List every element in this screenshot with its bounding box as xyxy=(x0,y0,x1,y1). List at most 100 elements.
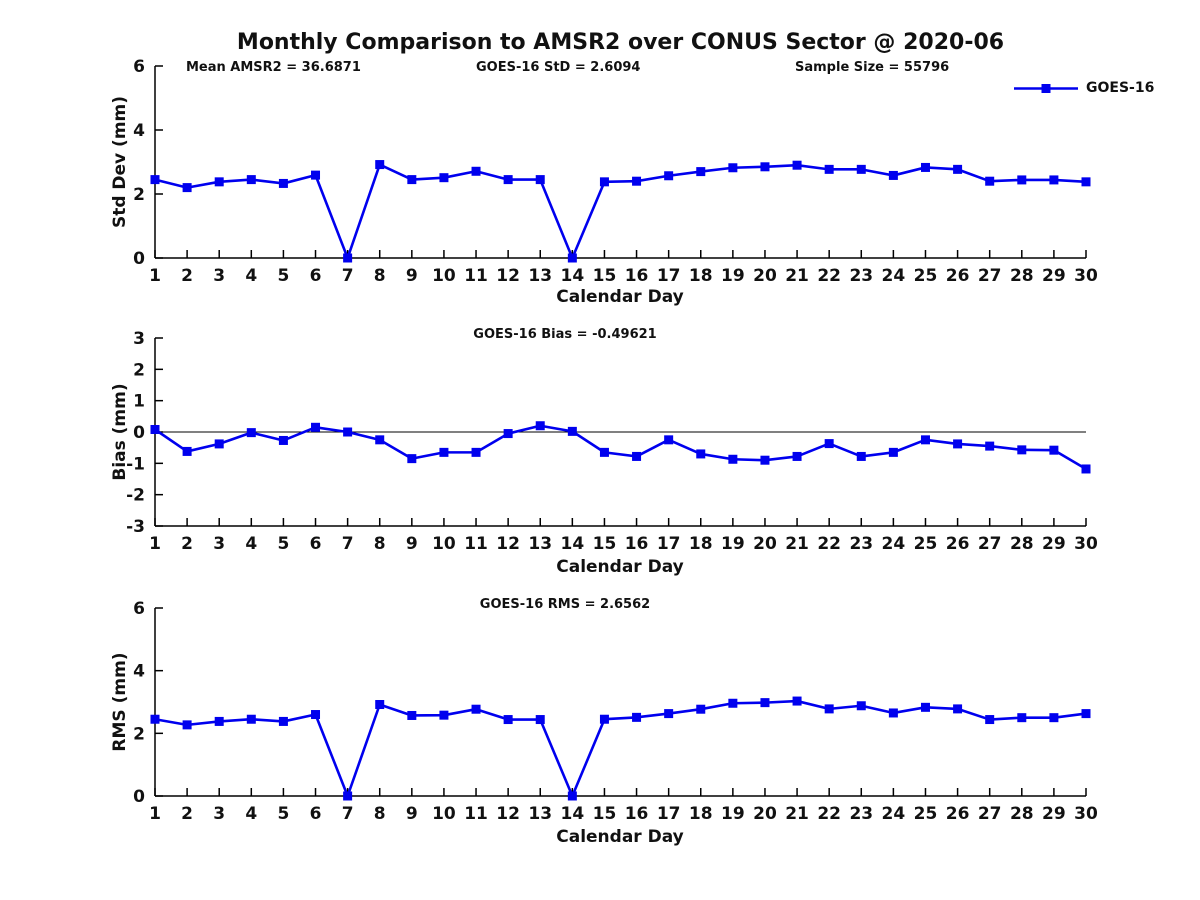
x-tick-label: 3 xyxy=(213,804,225,824)
data-point-marker xyxy=(214,439,224,449)
data-point-marker xyxy=(728,454,738,464)
x-tick-label: 2 xyxy=(181,804,193,824)
data-point-marker xyxy=(471,166,481,176)
data-point-marker xyxy=(985,441,995,451)
x-tick-label: 8 xyxy=(374,266,386,286)
data-point-marker xyxy=(760,698,770,708)
data-point-marker xyxy=(214,177,224,187)
x-tick-label: 30 xyxy=(1074,804,1098,824)
x-tick-label: 27 xyxy=(978,804,1002,824)
x-tick-label: 14 xyxy=(561,534,585,554)
x-tick-label: 4 xyxy=(245,266,257,286)
x-tick-label: 13 xyxy=(528,534,552,554)
x-tick-label: 6 xyxy=(310,534,322,554)
x-tick-label: 15 xyxy=(593,804,617,824)
data-point-marker xyxy=(728,698,738,708)
data-point-marker xyxy=(599,447,609,457)
data-point-marker xyxy=(503,429,513,439)
data-point-marker xyxy=(311,710,321,720)
x-tick-label: 29 xyxy=(1042,804,1066,824)
data-point-marker xyxy=(471,704,481,714)
data-point-marker xyxy=(920,162,930,172)
data-point-marker xyxy=(953,164,963,174)
data-point-marker xyxy=(182,720,192,730)
x-tick-label: 16 xyxy=(625,534,649,554)
y-tick-label: 2 xyxy=(133,360,145,380)
x-tick-label: 5 xyxy=(277,266,289,286)
series-line-goes-16 xyxy=(154,163,1087,260)
x-tick-label: 18 xyxy=(689,534,713,554)
x-tick-label: 13 xyxy=(528,266,552,286)
legend-line-marker-icon xyxy=(1014,83,1078,93)
data-point-marker xyxy=(953,439,963,449)
data-point-marker xyxy=(535,421,545,431)
x-tick-label: 2 xyxy=(181,534,193,554)
data-point-marker xyxy=(375,700,385,710)
x-tick-label: 15 xyxy=(593,534,617,554)
x-tick-label: 11 xyxy=(464,266,488,286)
x-tick-label: 25 xyxy=(914,804,938,824)
data-point-marker xyxy=(343,427,353,437)
data-point-marker xyxy=(696,449,706,459)
x-tick-label: 12 xyxy=(496,266,520,286)
data-point-marker xyxy=(696,167,706,177)
data-point-marker xyxy=(311,422,321,432)
annotation-rms: GOES-16 RMS = 2.6562 xyxy=(479,597,651,612)
data-point-marker xyxy=(471,447,481,457)
x-tick-label: 1 xyxy=(149,804,161,824)
x-tick-label: 29 xyxy=(1042,534,1066,554)
data-point-marker xyxy=(246,175,256,185)
x-tick-label: 5 xyxy=(277,534,289,554)
data-point-marker xyxy=(375,435,385,445)
x-tick-label: 8 xyxy=(374,534,386,554)
series-line-goes-16 xyxy=(154,424,1087,471)
stat-goes16-std: GOES-16 StD = 2.6094 xyxy=(476,60,641,75)
data-point-marker xyxy=(888,447,898,457)
data-point-marker xyxy=(439,447,449,457)
x-tick-label: 27 xyxy=(978,534,1002,554)
x-tick-label: 18 xyxy=(689,266,713,286)
y-tick-label: 4 xyxy=(133,121,145,141)
data-point-marker xyxy=(567,426,577,436)
data-point-marker xyxy=(696,704,706,714)
data-point-marker xyxy=(920,702,930,712)
x-tick-label: 22 xyxy=(817,804,841,824)
data-point-marker xyxy=(567,791,577,801)
x-tick-label: 9 xyxy=(406,804,418,824)
data-point-marker xyxy=(375,160,385,170)
x-tick-label: 19 xyxy=(721,266,745,286)
data-point-marker xyxy=(856,164,866,174)
x-tick-label: 30 xyxy=(1074,266,1098,286)
legend-label: GOES-16 xyxy=(1086,80,1155,96)
x-tick-label: 16 xyxy=(625,266,649,286)
x-tick-label: 11 xyxy=(464,804,488,824)
data-point-marker xyxy=(150,424,160,434)
x-tick-label: 6 xyxy=(310,804,322,824)
series-line-goes-16 xyxy=(154,699,1087,798)
x-tick-label: 24 xyxy=(882,804,906,824)
y-tick-label: 2 xyxy=(133,185,145,205)
data-point-marker xyxy=(632,176,642,186)
x-tick-label: 6 xyxy=(310,266,322,286)
x-tick-label: 12 xyxy=(496,534,520,554)
data-point-marker xyxy=(985,176,995,186)
x-tick-label: 25 xyxy=(914,534,938,554)
data-point-marker xyxy=(1049,445,1059,455)
data-point-marker xyxy=(920,435,930,445)
data-point-marker xyxy=(824,164,834,174)
x-tick-label: 19 xyxy=(721,804,745,824)
data-point-marker xyxy=(535,175,545,185)
data-point-marker xyxy=(407,175,417,185)
data-point-marker xyxy=(728,163,738,173)
x-tick-label: 21 xyxy=(785,266,809,286)
x-tick-label: 21 xyxy=(785,534,809,554)
data-point-marker xyxy=(278,716,288,726)
data-point-marker xyxy=(439,173,449,183)
data-point-marker xyxy=(985,715,995,725)
data-point-marker xyxy=(1017,445,1027,455)
stat-mean-amsr2: Mean AMSR2 = 36.6871 xyxy=(186,60,361,75)
x-tick-label: 23 xyxy=(849,266,873,286)
x-tick-label: 20 xyxy=(753,804,777,824)
